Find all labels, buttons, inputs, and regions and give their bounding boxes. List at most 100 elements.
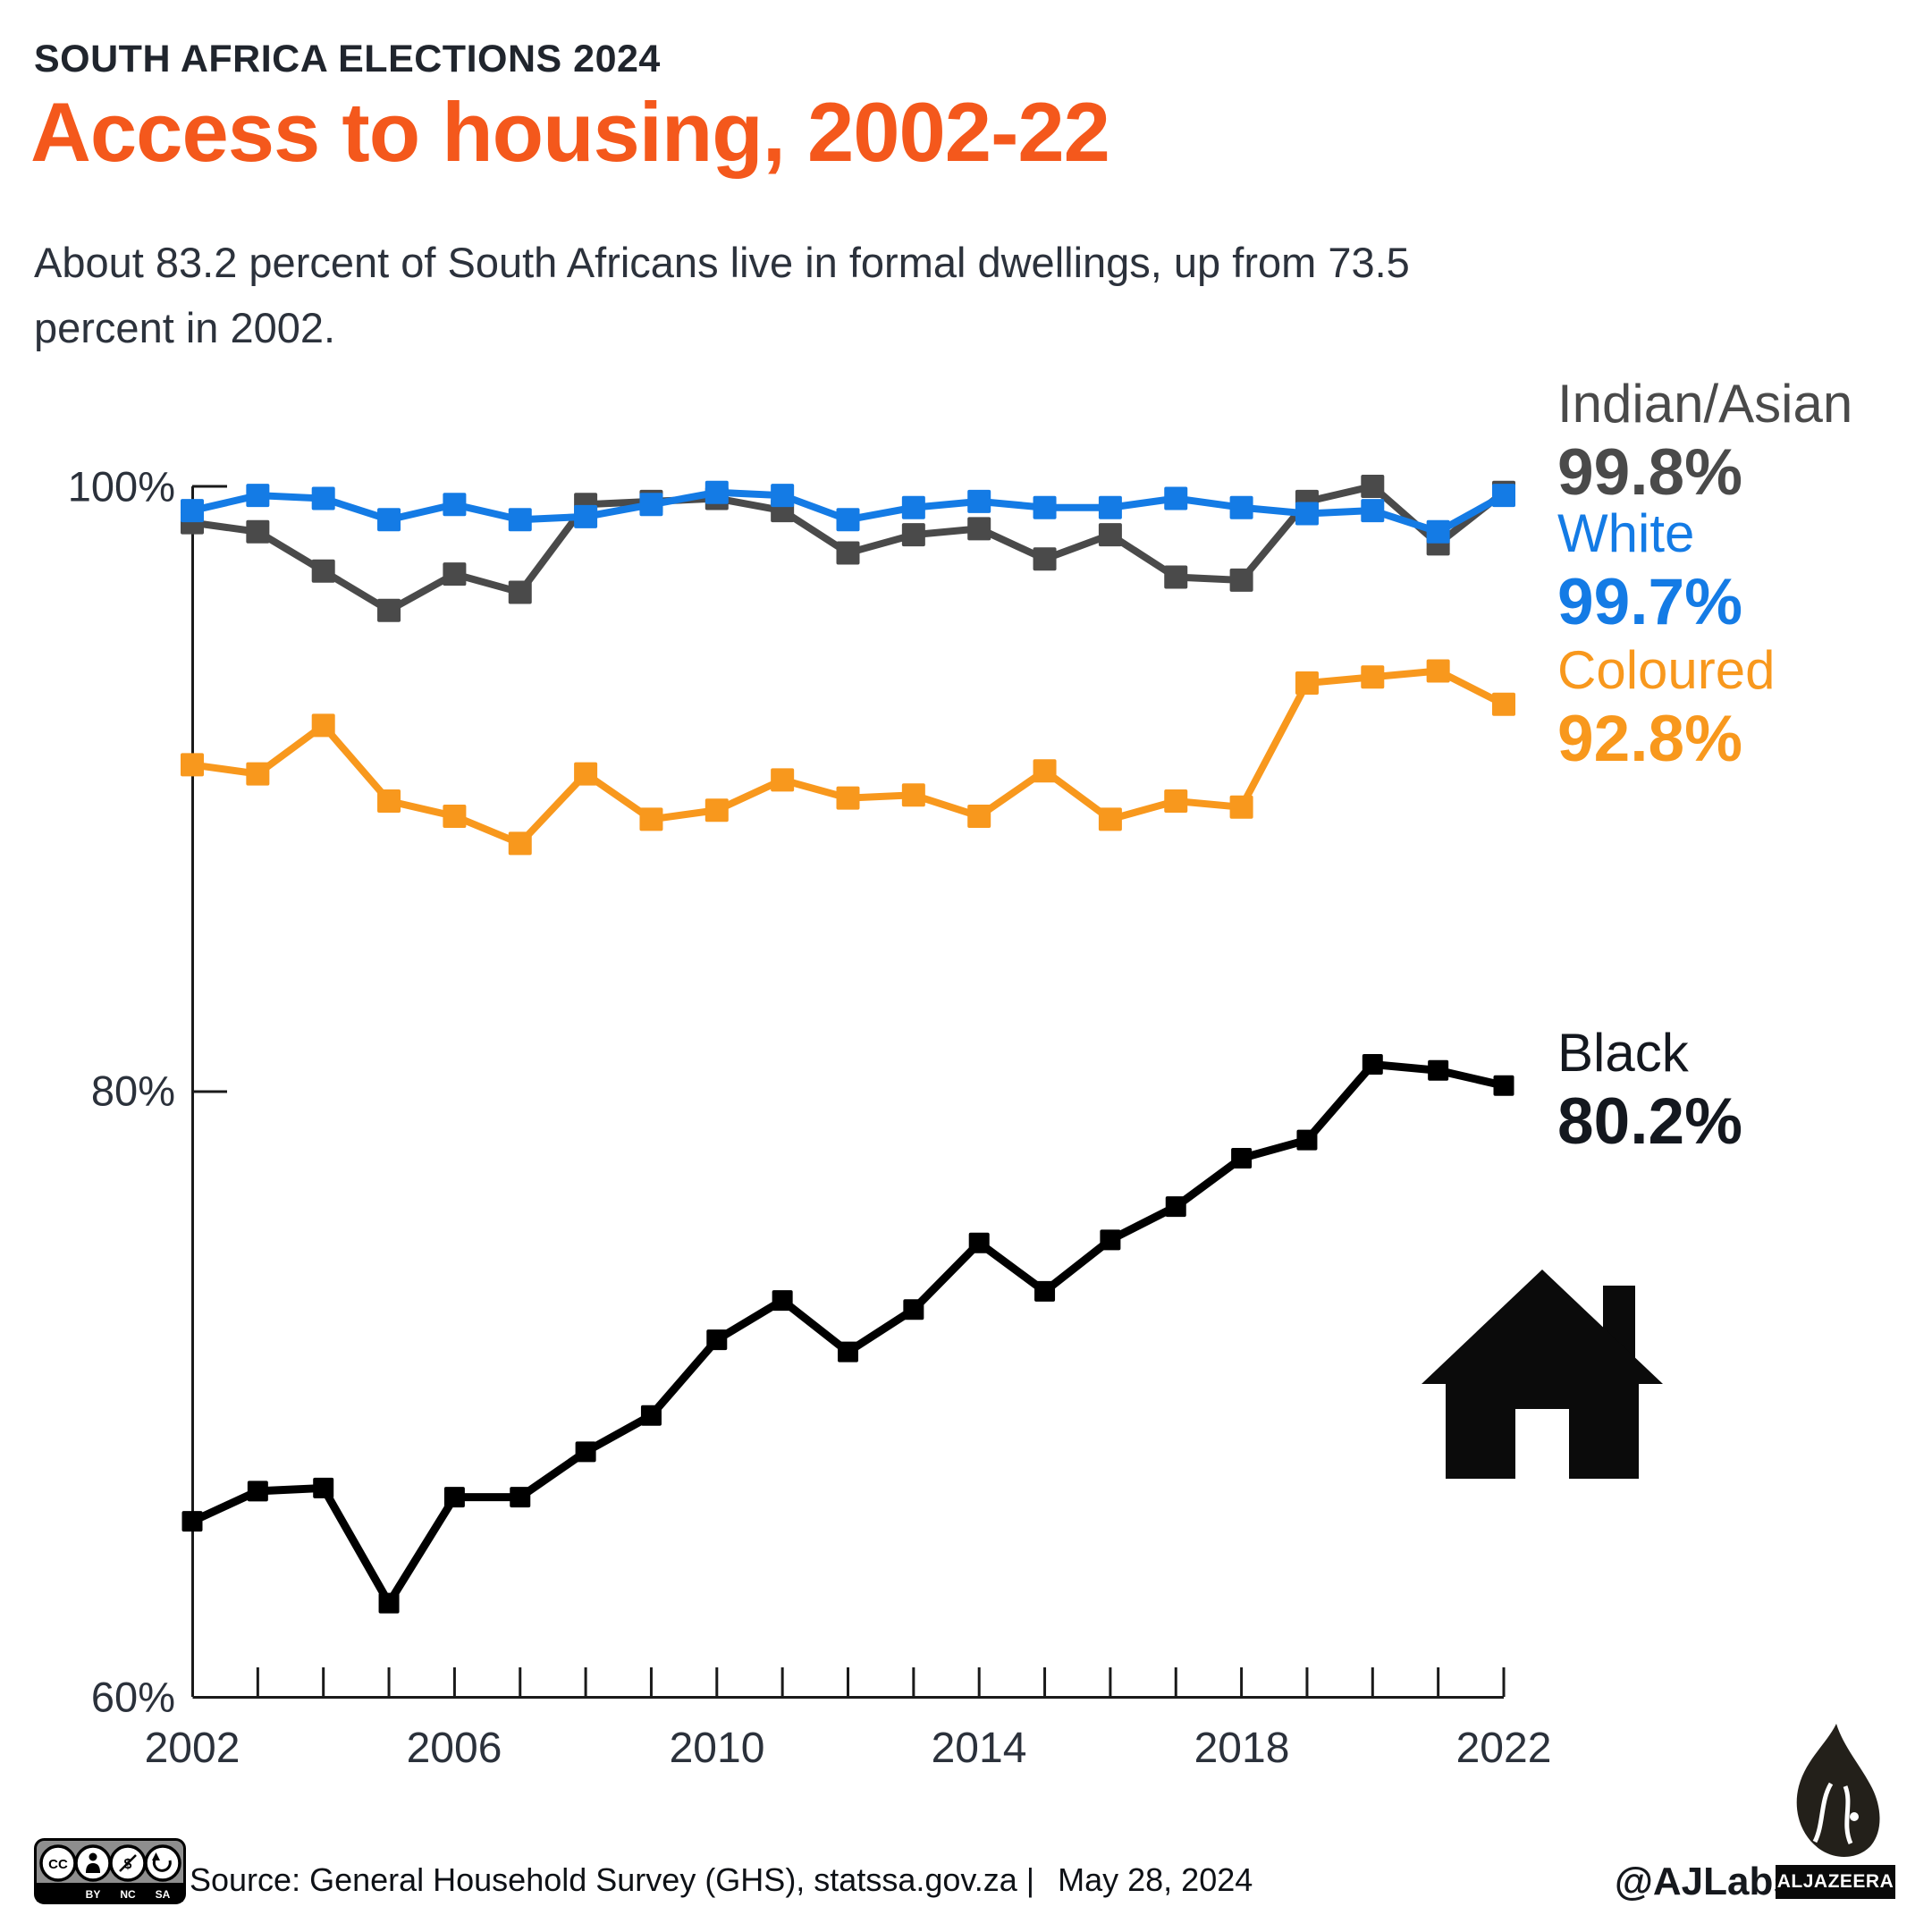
data-point-black <box>1034 1280 1056 1302</box>
data-point-indian-asian <box>836 541 860 565</box>
legend-entry-coloured: Coloured 92.8% <box>1557 642 1776 774</box>
data-point-white <box>1295 502 1319 526</box>
cc-sa-arrow-icon <box>144 1844 181 1882</box>
legend-entry-indian-asian: Indian/Asian 99.8% <box>1557 375 1852 508</box>
axis-path <box>191 485 1506 1699</box>
legend-entry-white: White 99.7% <box>1557 505 1742 637</box>
cc-nc-label: NC <box>120 1888 136 1901</box>
data-point-indian-asian <box>967 517 991 541</box>
legend-label: White <box>1557 503 1695 563</box>
chart-series <box>181 475 1515 1614</box>
data-point-coloured <box>901 783 925 807</box>
legend-label: Indian/Asian <box>1557 374 1853 434</box>
data-point-black <box>575 1441 596 1463</box>
data-point-coloured <box>1426 659 1450 683</box>
data-point-coloured <box>1033 759 1057 783</box>
data-point-coloured <box>443 804 467 828</box>
data-point-white <box>836 508 860 532</box>
aljazeera-wordmark-text: ALJAZEERA <box>1776 1871 1894 1892</box>
data-point-indian-asian <box>311 559 335 583</box>
data-point-indian-asian <box>1033 547 1057 571</box>
legend-label: Coloured <box>1557 640 1776 700</box>
cc-text: CC <box>48 1857 68 1872</box>
kicker: SOUTH AFRICA ELECTIONS 2024 <box>34 38 661 80</box>
data-point-black <box>706 1329 728 1351</box>
data-point-black <box>1428 1059 1449 1081</box>
data-point-black <box>181 1511 203 1532</box>
data-point-coloured <box>181 753 204 777</box>
publish-date: May 28, 2024 <box>1058 1861 1253 1898</box>
house-icon <box>1422 1270 1663 1479</box>
data-point-indian-asian <box>1164 565 1188 589</box>
data-point-black <box>247 1481 268 1502</box>
subtitle: About 83.2 percent of South Africans liv… <box>34 239 1410 351</box>
data-point-coloured <box>311 713 335 738</box>
data-point-black <box>443 1487 465 1508</box>
data-point-white <box>508 508 532 532</box>
data-point-indian-asian <box>901 523 925 547</box>
x-axis-label-2006: 2006 <box>406 1725 502 1772</box>
chart-axes <box>191 485 1506 1699</box>
data-point-coloured <box>836 786 860 810</box>
data-point-white <box>311 486 335 510</box>
data-point-indian-asian <box>246 519 270 544</box>
source-text: Source: General Household Survey (GHS), … <box>190 1861 1035 1898</box>
data-point-white <box>1033 495 1057 519</box>
data-point-white <box>181 499 204 523</box>
data-point-black <box>968 1232 990 1253</box>
data-point-white <box>771 484 795 508</box>
source-line: Source: General Household Survey (GHS), … <box>190 1861 1253 1899</box>
data-point-black <box>510 1487 531 1508</box>
aljazeera-wordmark: ALJAZEERA <box>1776 1865 1895 1899</box>
page-title: Access to housing, 2002-22 <box>30 85 1110 179</box>
data-point-indian-asian <box>443 562 467 586</box>
data-point-white <box>1229 495 1253 519</box>
data-point-coloured <box>704 798 729 823</box>
data-point-white <box>901 495 925 519</box>
data-point-indian-asian <box>1361 475 1385 498</box>
y-axis-label-100: 100% <box>67 462 175 510</box>
y-axis-label-60: 60% <box>90 1673 175 1721</box>
data-point-black <box>838 1341 858 1363</box>
data-point-indian-asian <box>377 598 401 622</box>
x-axis-label-2014: 2014 <box>931 1725 1027 1772</box>
data-point-black <box>1231 1147 1253 1168</box>
data-point-coloured <box>639 807 663 831</box>
data-point-black <box>1362 1054 1383 1076</box>
data-point-black <box>1493 1075 1514 1096</box>
legend-value: 99.8% <box>1557 436 1742 509</box>
data-point-indian-asian <box>1229 568 1253 592</box>
data-point-coloured <box>1229 795 1253 819</box>
legend-value: 99.7% <box>1557 566 1742 638</box>
data-point-coloured <box>508 831 532 856</box>
data-point-white <box>246 484 270 508</box>
data-point-coloured <box>246 762 270 786</box>
x-axis-label-2018: 2018 <box>1194 1725 1290 1772</box>
data-point-coloured <box>1492 692 1515 716</box>
data-point-coloured <box>1098 807 1122 831</box>
data-point-white <box>377 508 401 532</box>
legend-value: 80.2% <box>1557 1085 1742 1158</box>
series-line-coloured <box>191 667 1506 848</box>
data-point-white <box>1098 495 1122 519</box>
data-point-coloured <box>574 762 598 786</box>
data-point-white <box>1492 484 1515 508</box>
creative-commons-badge: CC $ BY NC SA <box>34 1838 186 1904</box>
y-axis-label-80: 80% <box>90 1067 175 1115</box>
data-point-white <box>574 504 598 528</box>
data-point-coloured <box>1295 671 1319 696</box>
data-point-coloured <box>967 804 991 828</box>
data-point-black <box>640 1405 662 1426</box>
cc-sa-label: SA <box>156 1888 171 1901</box>
data-point-black <box>313 1477 334 1498</box>
x-axis-label-2002: 2002 <box>144 1725 240 1772</box>
legend-value: 92.8% <box>1557 703 1742 775</box>
aljazeera-flame-logo <box>1796 1724 1880 1857</box>
data-point-white <box>443 493 467 517</box>
data-point-coloured <box>1361 665 1385 689</box>
data-point-coloured <box>377 789 401 814</box>
data-point-indian-asian <box>508 580 532 604</box>
data-point-black <box>378 1592 400 1614</box>
